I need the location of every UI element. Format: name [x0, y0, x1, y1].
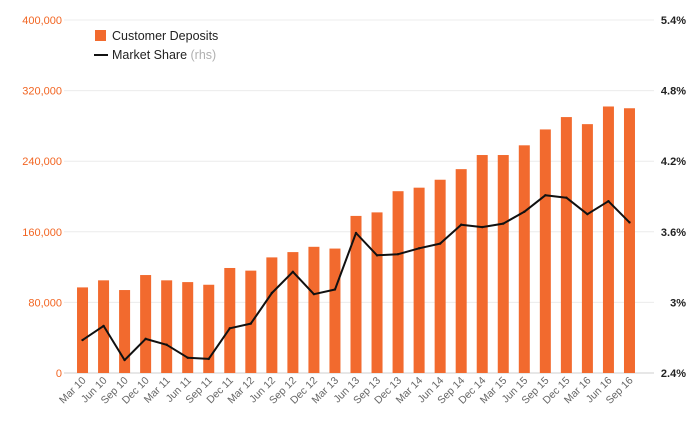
deposit-bar — [413, 187, 425, 373]
deposit-bar — [308, 246, 320, 373]
deposit-bar — [581, 124, 593, 373]
deposit-bar — [203, 284, 215, 373]
right-axis-tick-label: 2.4% — [661, 368, 686, 380]
market-share-point — [396, 252, 400, 256]
deposit-bar — [119, 290, 131, 373]
deposit-bar — [287, 252, 299, 373]
left-axis-tick-label: 80,000 — [28, 297, 62, 309]
market-share-point — [228, 327, 231, 330]
left-axis-tick-label: 240,000 — [22, 156, 62, 168]
market-share-point — [502, 222, 505, 225]
market-share-point — [417, 247, 421, 250]
right-axis-tick-label: 4.8% — [661, 86, 686, 98]
market-share-point — [354, 231, 358, 235]
market-share-line-group — [81, 194, 631, 362]
deposit-bars — [77, 106, 635, 374]
right-axis: 2.4% 3% 3.6% 4.2% 4.8% 5.4% — [661, 15, 686, 380]
legend-label-market-share: Market Share (rhs) — [112, 48, 216, 62]
market-share-point — [607, 200, 610, 203]
deposit-bar — [455, 169, 467, 373]
market-share-point — [438, 242, 442, 245]
right-axis-tick-label: 3.6% — [661, 227, 686, 239]
deposit-bar — [371, 212, 383, 373]
market-share-point — [312, 292, 316, 296]
legend-label-customer-deposits: Customer Deposits — [112, 29, 218, 43]
deposit-bar — [539, 129, 551, 373]
market-share-point — [565, 196, 568, 199]
deposit-bar — [77, 287, 89, 373]
market-share-point — [207, 357, 210, 361]
legend: Customer Deposits Market Share (rhs) — [94, 29, 218, 62]
deposit-bar — [497, 155, 509, 373]
market-share-point — [249, 322, 253, 325]
market-share-point — [481, 225, 484, 229]
deposit-bar — [329, 248, 341, 373]
legend-rhs-note: (rhs) — [191, 48, 217, 62]
deposit-bar — [140, 275, 152, 373]
left-axis-tick-label: 400,000 — [22, 15, 62, 27]
market-share-point — [165, 343, 168, 346]
deposit-bar — [161, 280, 173, 373]
market-share-point — [628, 221, 631, 224]
market-share-point — [123, 358, 126, 362]
left-axis: 0 80,000 160,000 240,000 320,000 400,000 — [22, 15, 62, 380]
market-share-point — [544, 194, 547, 197]
deposit-bar — [392, 191, 404, 373]
deposit-bar — [518, 145, 530, 373]
deposit-bar — [602, 106, 614, 374]
legend-swatch-customer-deposits — [95, 30, 106, 41]
left-axis-tick-label: 160,000 — [22, 227, 62, 239]
deposit-bar — [224, 267, 236, 373]
right-axis-tick-label: 3% — [670, 297, 686, 309]
deposit-bar — [182, 282, 194, 373]
market-share-point — [291, 270, 295, 274]
market-share-point — [270, 291, 274, 295]
left-axis-tick-label: 0 — [56, 368, 62, 380]
market-share-point — [523, 210, 526, 213]
right-axis-tick-label: 4.2% — [661, 156, 686, 168]
market-share-point — [333, 288, 337, 291]
market-share-point — [586, 212, 589, 216]
market-share-point — [459, 223, 463, 226]
deposit-bar — [434, 179, 446, 373]
deposit-bar — [266, 257, 278, 373]
deposit-bar — [350, 215, 362, 373]
market-share-point — [186, 356, 189, 359]
right-axis-tick-label: 5.4% — [661, 15, 686, 27]
market-share-point — [375, 254, 379, 257]
deposit-bar — [476, 155, 488, 373]
left-axis-tick-label: 320,000 — [22, 86, 62, 98]
market-share-point — [81, 338, 84, 342]
deposit-bar — [560, 117, 572, 373]
market-share-point — [144, 337, 147, 341]
deposit-bar — [245, 270, 257, 373]
deposit-bar — [623, 108, 635, 373]
market-share-point — [102, 324, 105, 328]
